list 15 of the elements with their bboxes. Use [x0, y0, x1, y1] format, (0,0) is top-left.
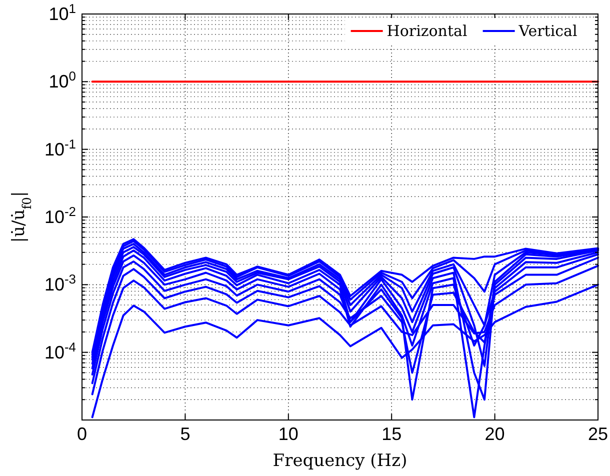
- x-tick-label: 10: [278, 424, 298, 444]
- legend-label: Vertical: [518, 22, 578, 40]
- x-tick-label: 15: [382, 424, 402, 444]
- y-tick-label: 10$^{-2}$: [44, 204, 76, 227]
- x-tick-label: 25: [588, 424, 608, 444]
- y-tick-label: 10$^{-1}$: [44, 136, 76, 160]
- y-tick-label: 10$^{1}$: [48, 0, 76, 24]
- legend-label: Horizontal: [386, 22, 468, 40]
- x-axis-title: Frequency (Hz): [272, 451, 408, 471]
- x-tick-label: 5: [180, 424, 190, 444]
- y-tick-label: 10$^{-3}$: [44, 271, 76, 295]
- y-tick-label: 10$^{0}$: [48, 68, 76, 92]
- x-tick-label: 0: [76, 424, 88, 444]
- x-tick-label: 20: [484, 424, 505, 444]
- y-tick-label: 10$^{-4}$: [44, 338, 76, 362]
